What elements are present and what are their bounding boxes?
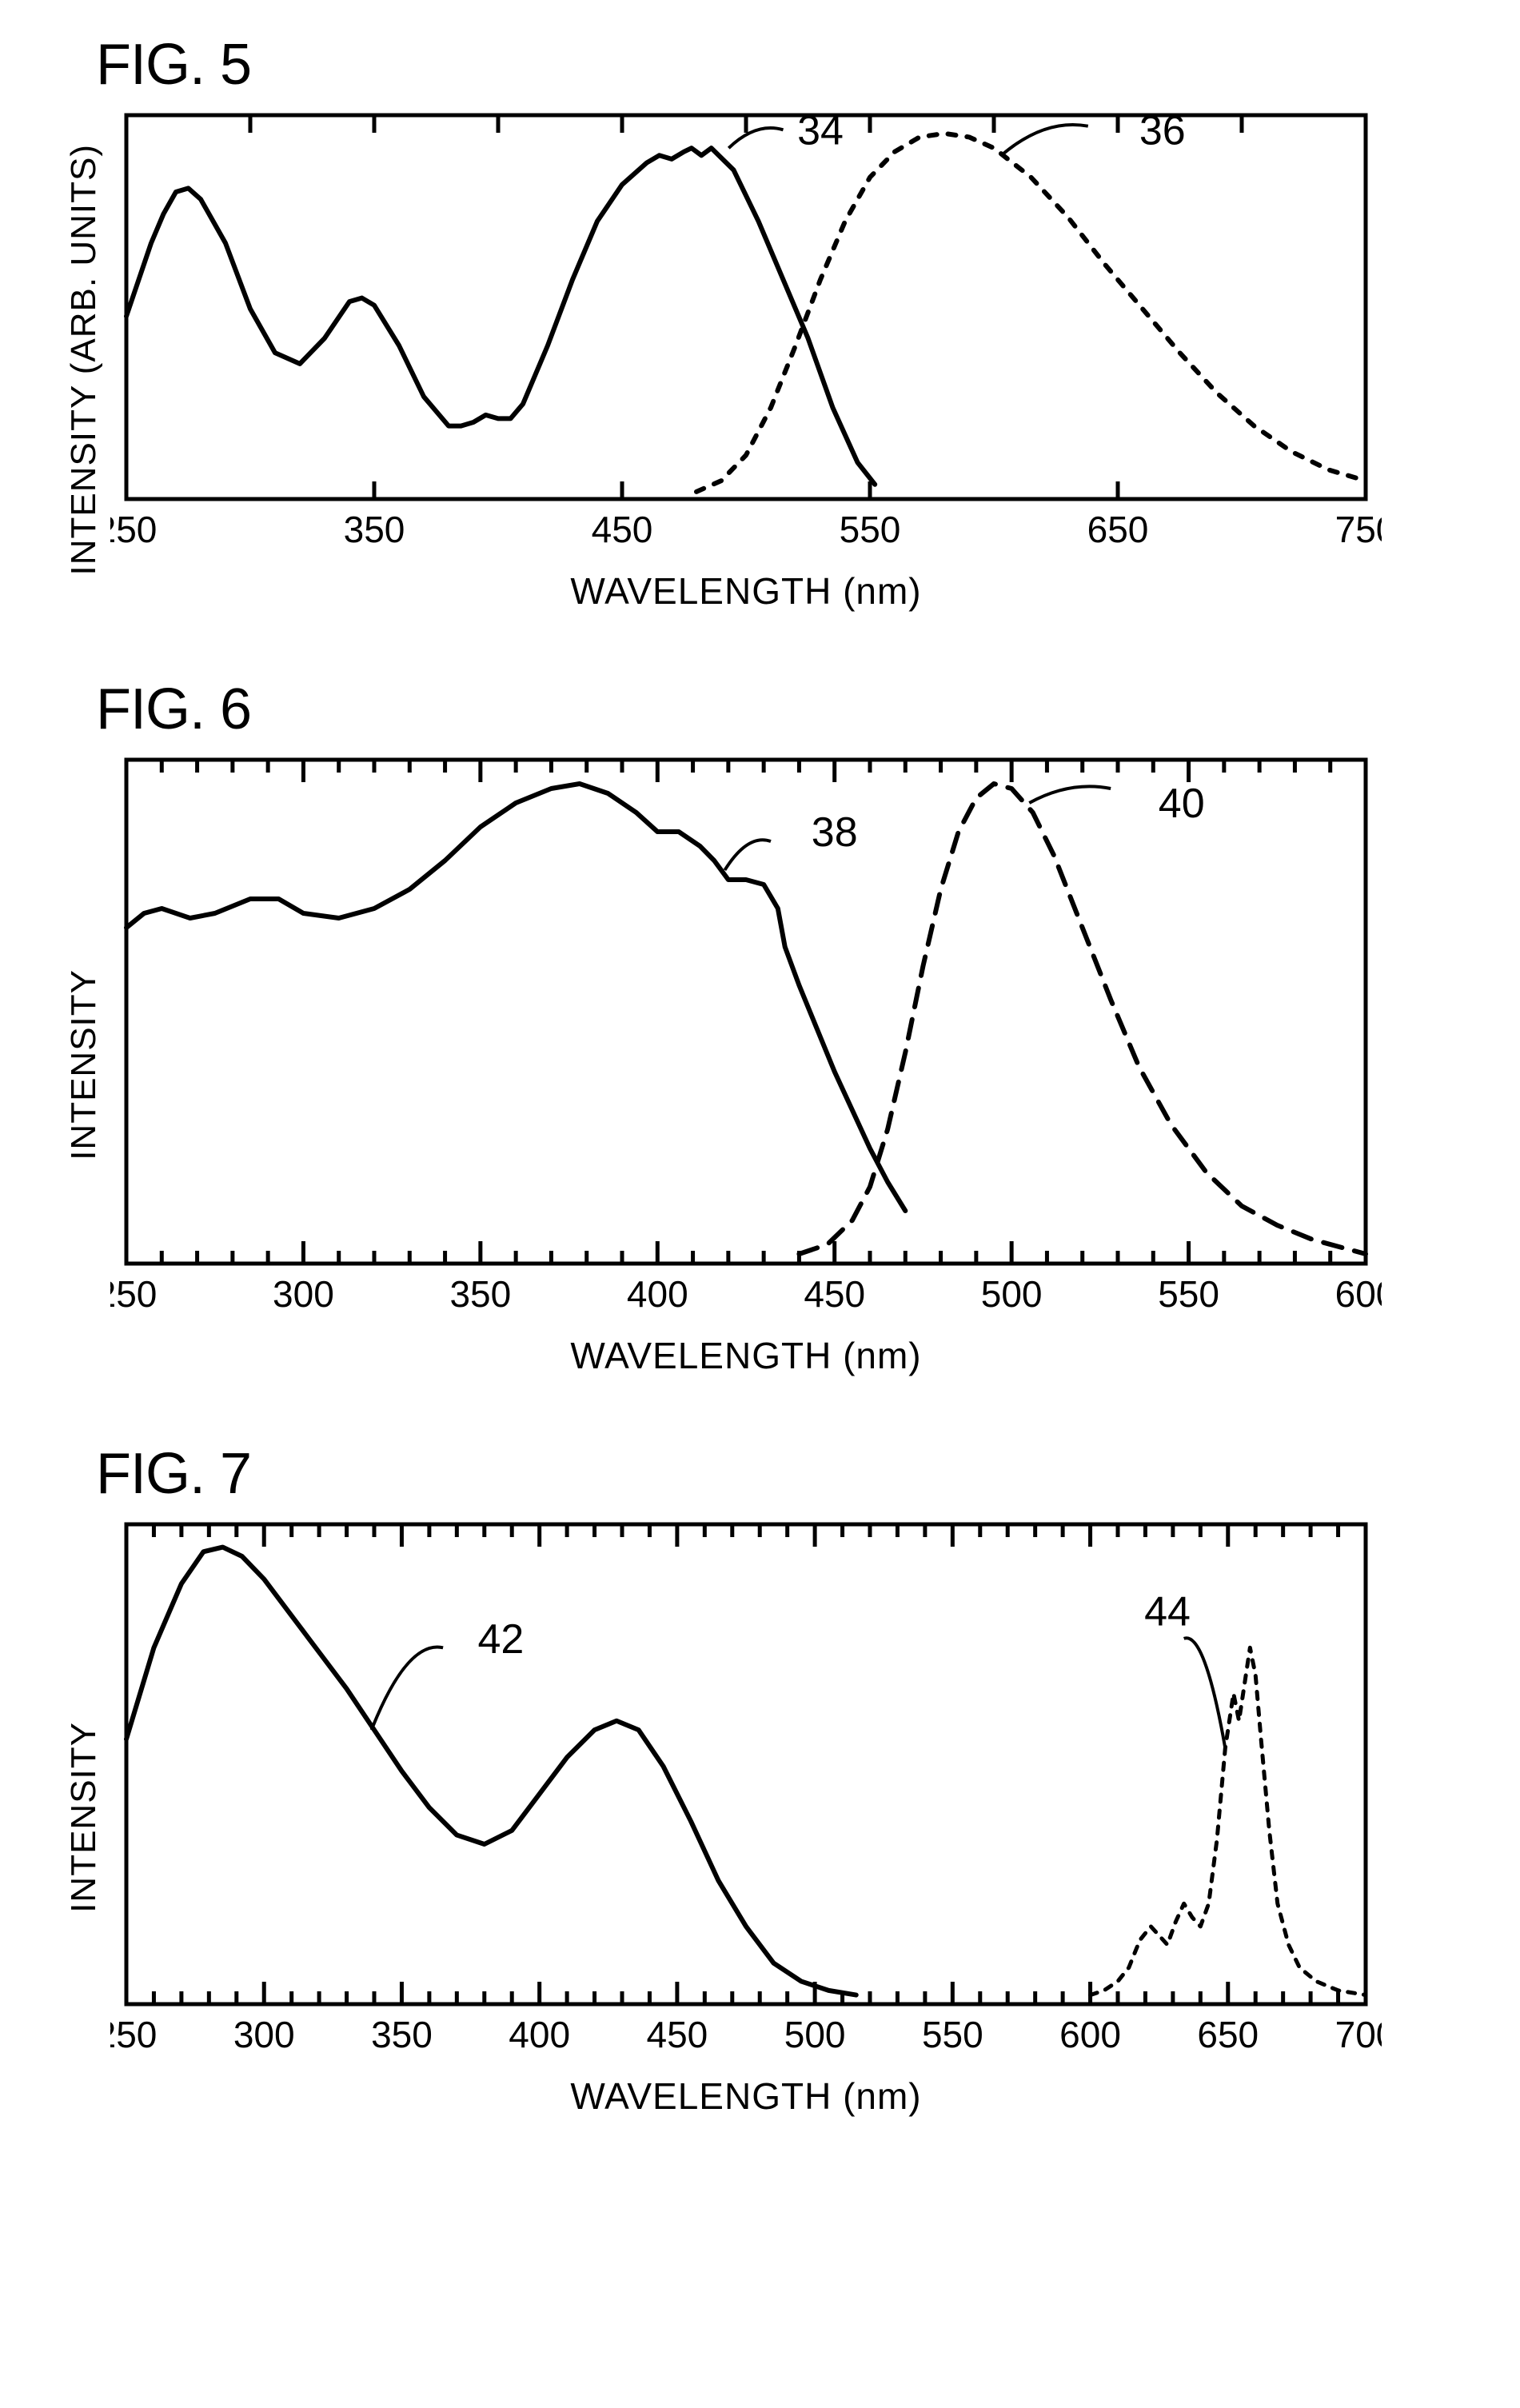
y-axis-label: INTENSITY (ARB. UNITS)	[64, 144, 104, 575]
x-tick-label: 300	[273, 1273, 334, 1315]
series-annotation-36: 36	[1139, 107, 1186, 154]
series-annotation-34: 34	[797, 107, 844, 154]
series-line-34	[126, 148, 875, 485]
figure-title: FIG. 7	[96, 1441, 1456, 1507]
plot-column: 250 300 350 400 450 500 550 600 38 40 WAVELENGTH (…	[110, 752, 1382, 1377]
x-tick-label: 450	[592, 509, 653, 550]
x-tick-label: 400	[627, 1273, 688, 1315]
series-annotation-42: 42	[478, 1616, 525, 1663]
plot-svg: 250 300 350 400 450 500 550 600 650 700 42 44	[110, 1516, 1382, 2068]
figure-7: FIG. 7 INTENSITY 250 300 350 400 450 500 550 600 6…	[64, 1441, 1456, 2118]
x-tick-label: 500	[784, 2014, 846, 2055]
x-tick-label: 350	[344, 509, 405, 550]
series-line-38	[126, 784, 905, 1211]
x-axis-label: WAVELENGTH (nm)	[570, 2075, 921, 2118]
annotation-leader	[1184, 1638, 1226, 1748]
series-annotation-40: 40	[1159, 781, 1205, 827]
series-line-42	[126, 1547, 856, 1995]
x-tick-label: 600	[1059, 2014, 1121, 2055]
x-tick-label: 550	[922, 2014, 983, 2055]
x-tick-label: 400	[509, 2014, 570, 2055]
x-axis-label: WAVELENGTH (nm)	[570, 1334, 921, 1377]
x-tick-label: 250	[110, 2014, 157, 2055]
x-tick-label: 250	[110, 509, 157, 550]
x-tick-label: 350	[449, 1273, 511, 1315]
annotation-leader	[372, 1647, 444, 1730]
figure-5: FIG. 5 INTENSITY (ARB. UNITS)250 350 450 550…	[64, 32, 1456, 613]
x-tick-label: 450	[804, 1273, 865, 1315]
series-annotation-44: 44	[1144, 1589, 1191, 1635]
x-tick-label: 750	[1335, 509, 1382, 550]
figure-title: FIG. 6	[96, 677, 1456, 742]
y-axis-label: INTENSITY	[64, 1722, 104, 1913]
plot-svg: 250 350 450 550 650 750 34 36	[110, 107, 1382, 563]
annotation-leader	[728, 128, 783, 148]
chart-wrap: INTENSITY (ARB. UNITS)250 350 450 550 650 750…	[64, 107, 1456, 613]
x-tick-label: 700	[1335, 2014, 1382, 2055]
figure-title: FIG. 5	[96, 32, 1456, 98]
series-annotation-38: 38	[812, 809, 858, 856]
x-tick-label: 450	[647, 2014, 708, 2055]
y-axis-label: INTENSITY	[64, 969, 104, 1160]
x-tick-label: 500	[981, 1273, 1043, 1315]
series-line-44	[1091, 1647, 1366, 1995]
x-tick-label: 550	[1158, 1273, 1219, 1315]
annotation-leader	[1029, 786, 1111, 803]
chart-wrap: INTENSITY 250 300 350 400 450 500 550 600 650 700 4…	[64, 1516, 1456, 2118]
figure-6: FIG. 6 INTENSITY 250 300 350 400 450 500 550 600 3…	[64, 677, 1456, 1377]
plot-svg: 250 300 350 400 450 500 550 600 38 40	[110, 752, 1382, 1328]
annotation-leader	[1001, 125, 1088, 155]
x-axis-label: WAVELENGTH (nm)	[570, 569, 921, 613]
x-tick-label: 550	[840, 509, 901, 550]
x-tick-label: 250	[110, 1273, 157, 1315]
x-tick-label: 650	[1087, 509, 1149, 550]
x-tick-label: 300	[233, 2014, 295, 2055]
x-tick-label: 350	[371, 2014, 433, 2055]
x-tick-label: 600	[1335, 1273, 1382, 1315]
series-line-40	[799, 784, 1366, 1254]
annotation-leader	[724, 840, 771, 870]
plot-column: 250 350 450 550 650 750 34 36 WAVELENGTH (nm)	[110, 107, 1382, 613]
plot-column: 250 300 350 400 450 500 550 600 650 700 42 44 WAVELE…	[110, 1516, 1382, 2118]
x-tick-label: 650	[1197, 2014, 1259, 2055]
chart-wrap: INTENSITY 250 300 350 400 450 500 550 600 38 40 WAV…	[64, 752, 1456, 1377]
